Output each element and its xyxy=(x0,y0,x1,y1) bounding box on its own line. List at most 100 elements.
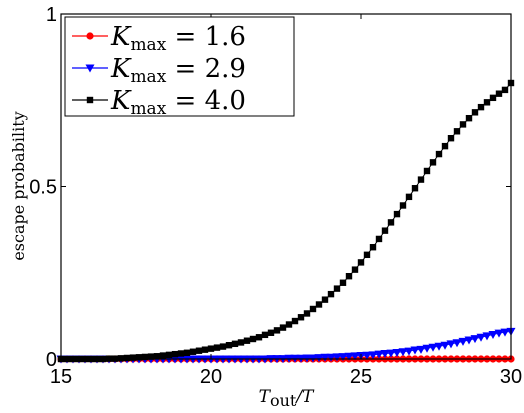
series-3 xyxy=(57,79,515,363)
series-3-point xyxy=(477,103,485,111)
y-axis-label: escape probability xyxy=(9,111,28,260)
series-3-point xyxy=(435,150,443,158)
series-2-point xyxy=(374,350,384,359)
series-3-point xyxy=(405,193,413,201)
series-3-point xyxy=(237,339,245,346)
series-2-point xyxy=(452,339,462,348)
series-3-point xyxy=(147,353,155,360)
series-3-point xyxy=(351,266,359,273)
series-3-point xyxy=(399,202,407,209)
series-2-point xyxy=(320,353,330,362)
legend-label: Kmax = 1.6 xyxy=(110,22,246,55)
series-2-point xyxy=(476,333,486,342)
legend-marker xyxy=(85,64,95,73)
series-3-point xyxy=(471,109,479,116)
series-2-point xyxy=(500,328,510,337)
series-3-point xyxy=(429,159,437,166)
x-tick-label: 30 xyxy=(500,366,522,388)
series-3-point xyxy=(219,343,227,350)
series-3-point xyxy=(417,176,425,183)
legend-label-sub: max xyxy=(130,67,166,87)
series-2-point xyxy=(392,348,402,357)
series-3-point xyxy=(333,285,341,292)
series-2-point xyxy=(422,344,432,353)
series-3-point xyxy=(465,114,473,122)
series-2-point xyxy=(440,341,450,350)
series-3-point xyxy=(369,244,377,251)
series-3-point xyxy=(291,317,299,325)
legend-label: Kmax = 4.0 xyxy=(110,86,246,119)
series-3-point xyxy=(279,324,287,331)
series-3-point xyxy=(153,353,161,360)
series-3-point xyxy=(345,273,353,280)
x-tick-label: 25 xyxy=(350,366,372,388)
series-3-point xyxy=(183,349,191,356)
series-3-point xyxy=(249,335,257,343)
series-2-point xyxy=(494,329,504,338)
series-3-point xyxy=(309,305,317,313)
x-axis-label: Tout/T xyxy=(259,387,315,410)
series-3-point xyxy=(441,142,449,150)
ticks-layer: 15 20 25 30 0 0.5 1 xyxy=(29,4,522,388)
series-3-point xyxy=(135,354,143,361)
series-2-point xyxy=(464,336,474,345)
series-3-point xyxy=(387,219,395,226)
series-2-point xyxy=(404,347,414,356)
series-3-point xyxy=(495,90,503,97)
legend-label-value: = 1.6 xyxy=(166,22,246,52)
series-3-point xyxy=(207,345,215,352)
x-axis-label-main: T xyxy=(259,387,272,407)
legend-label-sub: max xyxy=(130,35,166,55)
series-2-point xyxy=(482,332,492,341)
x-axis-label-sub: out xyxy=(270,391,297,410)
series-3-point xyxy=(243,337,251,344)
y-tick-label: 0 xyxy=(46,349,57,371)
series-3-point xyxy=(327,290,335,298)
series-2-point xyxy=(362,351,372,360)
series-3-point xyxy=(225,342,233,349)
y-tick-label: 1 xyxy=(46,4,57,26)
series-2-point xyxy=(416,345,426,354)
legend-entry-1: Kmax = 1.6 xyxy=(72,22,246,55)
series-3-point xyxy=(141,353,149,361)
series-3-point xyxy=(177,350,185,357)
series-2-point xyxy=(326,353,336,362)
series-2-point xyxy=(410,346,420,355)
series-3-point xyxy=(123,354,131,362)
series-3-point xyxy=(375,235,383,243)
series-3-point xyxy=(117,355,125,362)
legend-label-main: K xyxy=(110,86,132,116)
series-3-point xyxy=(261,331,269,339)
series-3-point xyxy=(381,227,389,234)
series-2-point xyxy=(398,348,408,357)
series-3-point xyxy=(171,350,179,358)
series-3-point xyxy=(321,296,329,303)
series-3-point xyxy=(303,310,311,317)
legend-label-sub: max xyxy=(130,99,166,119)
series-3-point xyxy=(489,94,497,102)
series-3-point xyxy=(459,121,467,128)
series-3-point xyxy=(453,128,461,135)
series-2-point xyxy=(368,351,378,360)
legend-label-main: K xyxy=(110,54,132,84)
series-2-point xyxy=(386,349,396,358)
series-3-point xyxy=(411,185,419,192)
series-3-point xyxy=(447,135,455,142)
legend-label-value: = 2.9 xyxy=(166,54,246,84)
series-2-point xyxy=(314,354,324,363)
series-2-point xyxy=(470,335,480,344)
legend-marker xyxy=(86,96,94,104)
series-2-point xyxy=(428,343,438,352)
series-3-point xyxy=(315,301,323,308)
series-3-point xyxy=(159,352,167,359)
legend-label-value: = 4.0 xyxy=(166,86,246,116)
series-3-point xyxy=(483,99,491,106)
series-3-point xyxy=(195,347,203,354)
legend-entry-3: Kmax = 4.0 xyxy=(72,86,246,119)
y-tick-label: 0.5 xyxy=(29,177,57,199)
series-3-point xyxy=(393,210,401,218)
series-2-point xyxy=(380,349,390,358)
series-3-point xyxy=(165,351,173,359)
